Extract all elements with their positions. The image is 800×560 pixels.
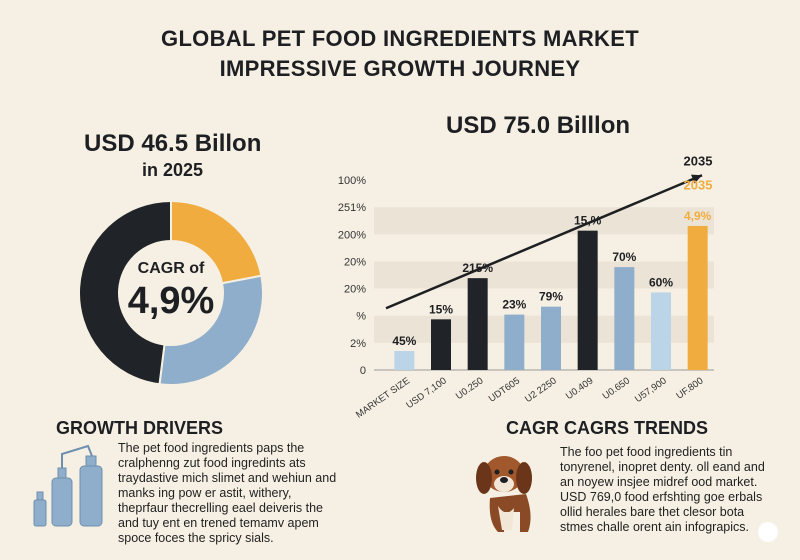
growth-bar-chart: 0 2%% 20% 20% 200% 251% 100% 45% MARKET SIZE 15% U…	[330, 140, 740, 430]
grid-band	[374, 261, 714, 289]
x-tick-label: U0.650	[601, 375, 632, 402]
bar	[651, 292, 671, 370]
x-tick-label: UF.800	[674, 375, 705, 401]
cagr-trends-text: The foo pet food ingredients tin tonyren…	[560, 445, 765, 534]
y-tick-label: 20%	[344, 284, 366, 296]
growth-drivers-title: GROWTH DRIVERS	[56, 418, 224, 438]
y-tick-label: 20%	[344, 256, 366, 268]
bar	[614, 267, 635, 370]
bar-value-label: 45%	[392, 334, 416, 348]
dog-icon	[468, 446, 558, 536]
x-tick-label: USD 7,100	[404, 375, 448, 411]
bar-value-label: 79%	[539, 290, 563, 304]
trend-end-label: 2035	[684, 153, 713, 168]
cagr-trends-title: CAGR CAGRS TRENDS	[506, 418, 709, 438]
x-tick-label: U0.409	[564, 375, 595, 402]
y-tick-label: 200%	[338, 229, 366, 241]
bar	[687, 225, 708, 370]
y-tick-label: 100%	[338, 175, 366, 187]
bar	[431, 319, 451, 370]
bar	[504, 314, 525, 370]
highlight-year-label: 2035	[684, 177, 713, 192]
bar-value-label: 60%	[649, 275, 673, 289]
y-tick-label: 2%	[350, 338, 366, 350]
bottles-icon	[26, 440, 116, 530]
donut-segment	[78, 199, 172, 386]
donut-center: CAGR of 4,9%	[78, 260, 264, 323]
bar-chart-svg: 0 2%% 20% 20% 200% 251% 100% 45% MARKET SIZE 15% U…	[338, 153, 714, 421]
x-tick-label: U2 2250	[523, 375, 559, 405]
x-tick-label: U0.250	[454, 375, 485, 402]
y-tick-label: %	[356, 311, 366, 323]
donut-chart	[78, 199, 264, 386]
y-tick-label: 251%	[338, 202, 366, 214]
title-line-1: GLOBAL PET FOOD INGREDIENTS MARKET	[161, 26, 639, 51]
market-value-2025: USD 46.5 Billon	[84, 130, 262, 157]
bar-value-label: 15%	[429, 302, 453, 316]
x-tick-label: MARKET SIZE	[354, 375, 412, 420]
cagr-value: 4,9%	[127, 280, 215, 322]
bar-value-label: 23%	[502, 298, 526, 312]
bar-value-label: 70%	[612, 250, 636, 264]
bar-value-label: 4,9%	[684, 209, 712, 223]
bar	[577, 230, 598, 370]
bar-value-label: 15,%	[574, 214, 602, 228]
grid-band	[374, 207, 714, 235]
bar	[541, 306, 561, 370]
title-line-2: IMPRESSIVE GROWTH JOURNEY	[219, 56, 581, 81]
cagr-label: CAGR of	[137, 260, 205, 277]
cagr-donut: CAGR of 4,9%	[78, 199, 264, 386]
trend-line	[385, 174, 703, 310]
growth-drivers-text: The pet food ingredients paps the cralph…	[118, 441, 337, 545]
x-tick-label: U57,900	[633, 375, 669, 405]
bar	[467, 278, 488, 370]
market-value-year: in 2025	[142, 160, 204, 180]
bar	[394, 351, 415, 370]
trend-arrowhead	[691, 174, 702, 184]
donut-segment	[158, 274, 264, 386]
x-tick-label: UDT605	[487, 375, 522, 404]
y-tick-label: 0	[360, 365, 366, 377]
corner-badge	[758, 522, 778, 542]
market-value-2035: USD 75.0 Billlon	[446, 112, 631, 139]
